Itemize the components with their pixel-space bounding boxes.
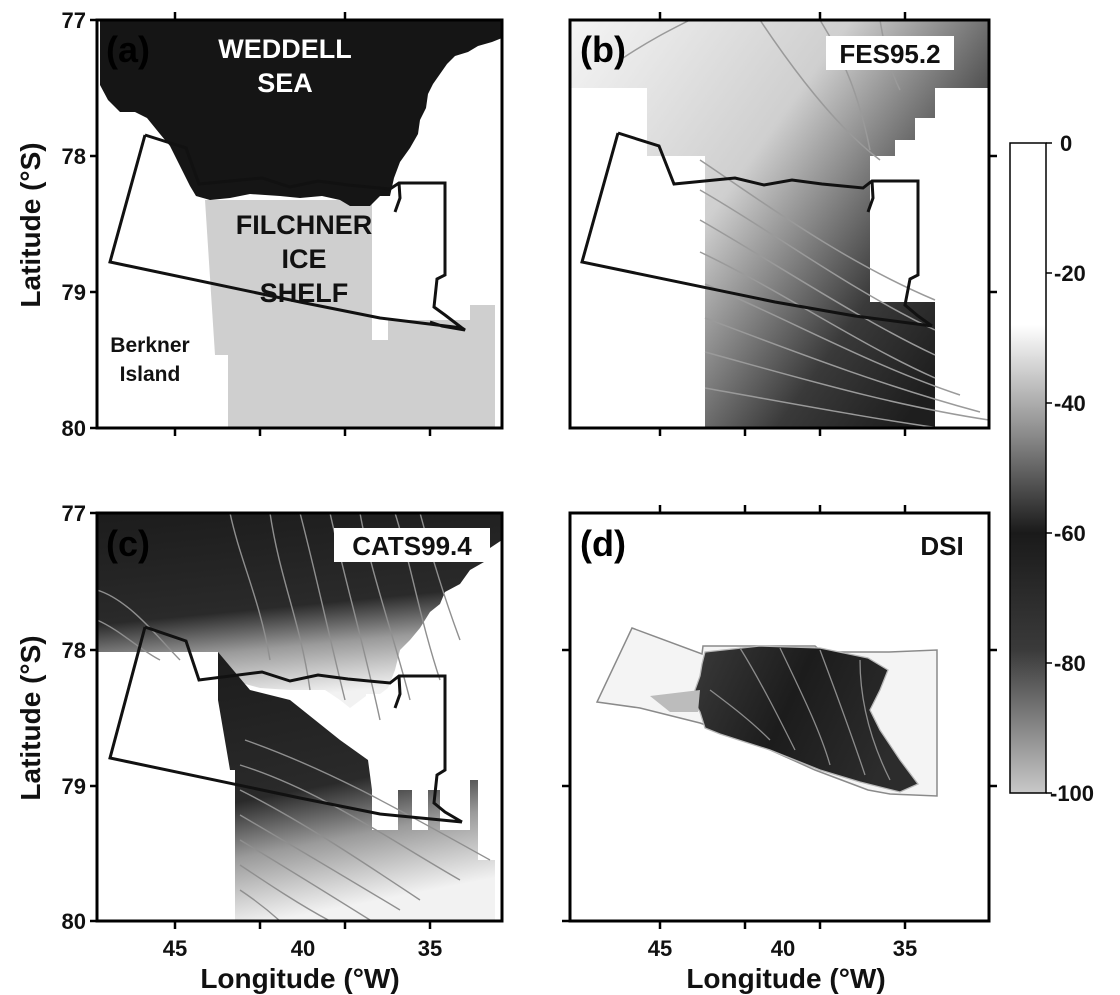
flight-track — [580, 131, 933, 328]
panel-c: (c) CATS99.4 — [95, 511, 504, 923]
contour-lines — [619, 20, 989, 428]
region-label-shelf: SHELF — [260, 278, 349, 308]
y-axis-label-bottom: Latitude (°S) — [15, 635, 46, 800]
region-label-ice: ICE — [281, 244, 326, 274]
model-label-fes: FES95.2 — [839, 39, 940, 69]
colorbar: 0 -20 -40 -60 -80 -100 — [1009, 131, 1094, 806]
panel-a: (a) WEDDELL SEA FILCHNER ICE SHELF Berkn… — [95, 18, 504, 430]
panel-b: (b) FES95.2 — [568, 18, 991, 430]
lon-tick-45-d: 45 — [648, 936, 672, 961]
frame — [568, 511, 991, 923]
flight-track — [108, 133, 466, 332]
panel-label-d: (d) — [580, 523, 626, 564]
panel-d: (d) DSI — [568, 511, 991, 923]
ice-shelf-region — [205, 200, 495, 428]
colorbar-tick-20: -20 — [1054, 261, 1086, 286]
lat-tick-77-top: 77 — [62, 8, 86, 33]
colorbar-tick-80: -80 — [1054, 651, 1086, 676]
x-axis-label-d: Longitude (°W) — [686, 963, 885, 994]
flight-track — [108, 625, 463, 824]
lat-tick-80-bottom: 80 — [62, 909, 86, 934]
colorbar-tick-40: -40 — [1054, 391, 1086, 416]
flight-track-closure — [393, 675, 402, 709]
lon-tick-45-c: 45 — [163, 936, 187, 961]
region-label-weddell: WEDDELL — [218, 34, 351, 64]
lon-tick-35-c: 35 — [418, 936, 442, 961]
frame — [95, 18, 504, 430]
colorbar-tick-60: -60 — [1054, 521, 1086, 546]
contour-lines — [709, 647, 891, 781]
lon-tick-40-d: 40 — [771, 936, 795, 961]
panel-label-c: (c) — [106, 523, 150, 564]
region-label-filchner: FILCHNER — [236, 210, 373, 240]
x-axis-label-c: Longitude (°W) — [200, 963, 399, 994]
lat-tick-77-bottom: 77 — [62, 501, 86, 526]
shelf-tongue — [650, 690, 700, 712]
model-label-box — [334, 528, 490, 562]
ocean-region — [100, 20, 502, 206]
region-label-island: Island — [120, 363, 181, 386]
model-label-dsi: DSI — [920, 531, 963, 561]
contour-lines — [97, 513, 491, 921]
panel-label-a: (a) — [106, 29, 150, 70]
flight-track-closure — [393, 182, 402, 213]
lat-tick-78-top: 78 — [62, 144, 86, 169]
model-label-box — [826, 36, 954, 70]
lat-tick-79-bottom: 79 — [62, 774, 86, 799]
frame — [95, 511, 504, 923]
flight-track-closure — [866, 180, 875, 213]
axis-ticks — [90, 12, 997, 929]
model-label-cats: CATS99.4 — [352, 531, 472, 561]
region-label-sea: SEA — [257, 68, 313, 98]
lon-tick-35-d: 35 — [893, 936, 917, 961]
model-field — [570, 20, 989, 428]
lon-tick-40-c: 40 — [291, 936, 315, 961]
model-field-lower — [218, 652, 495, 921]
colorbar-tick-100: -100 — [1050, 781, 1094, 806]
y-axis-label-top: Latitude (°S) — [15, 142, 46, 307]
region-label-berkner: Berkner — [110, 334, 189, 357]
lat-tick-80-top: 80 — [62, 416, 86, 441]
colorbar-tick-0: 0 — [1060, 131, 1072, 156]
panel-label-b: (b) — [580, 29, 626, 70]
lat-tick-78-bottom: 78 — [62, 638, 86, 663]
colorbar-gradient — [1009, 142, 1047, 794]
lat-tick-79-top: 79 — [62, 280, 86, 305]
frame — [568, 18, 991, 430]
